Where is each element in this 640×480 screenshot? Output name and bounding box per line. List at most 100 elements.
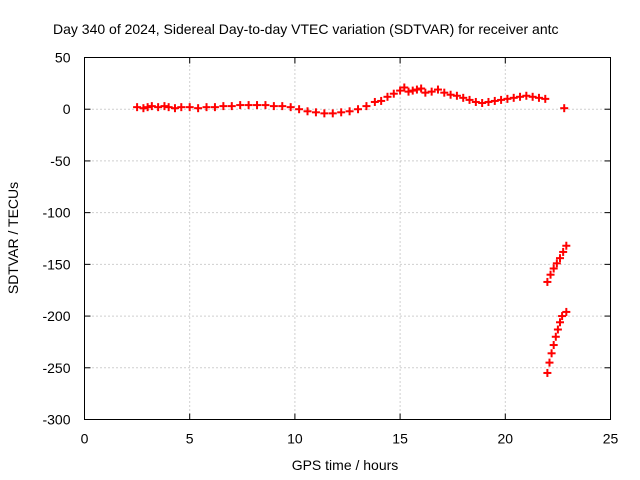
data-point — [295, 105, 304, 114]
data-point — [311, 108, 320, 117]
data-point — [534, 93, 543, 102]
data-point — [202, 103, 211, 112]
data-point — [345, 107, 354, 116]
data-point — [143, 103, 152, 112]
y-tick-label: -50 — [50, 153, 70, 169]
data-point — [484, 97, 493, 106]
data-point — [244, 101, 253, 110]
data-point — [549, 264, 558, 273]
data-point — [446, 90, 455, 99]
data-point — [459, 93, 468, 102]
y-tick-label: 0 — [63, 101, 71, 117]
data-point — [522, 91, 531, 100]
data-point — [133, 103, 142, 112]
data-point — [543, 368, 552, 377]
y-tick-label: -100 — [42, 205, 70, 221]
data-points — [133, 83, 571, 377]
data-point — [562, 307, 571, 316]
data-point — [427, 87, 436, 96]
y-axis-label: SDTVAR / TECUs — [5, 182, 21, 294]
x-tick-label: 20 — [498, 431, 514, 447]
data-point — [440, 88, 449, 97]
data-point — [528, 92, 537, 101]
y-tick-label: 50 — [55, 50, 71, 66]
data-point — [177, 103, 186, 112]
data-point — [253, 101, 262, 110]
data-point — [227, 102, 236, 111]
data-point — [545, 358, 554, 367]
data-point — [541, 94, 550, 103]
data-point — [412, 85, 421, 94]
data-point — [503, 94, 512, 103]
tick-labels: 0 5 10 15 20 25 50 0 -50 -100 -150 -200 -250 -300 — [42, 50, 618, 447]
data-point — [509, 93, 518, 102]
x-tick-label: 10 — [287, 431, 303, 447]
data-point — [549, 341, 558, 350]
data-point — [362, 102, 371, 111]
data-point — [337, 108, 346, 117]
data-point — [210, 103, 219, 112]
y-tick-label: -250 — [42, 360, 70, 376]
data-point — [160, 102, 169, 111]
data-point — [139, 104, 148, 113]
y-tick-label: -300 — [42, 412, 70, 428]
data-point — [383, 92, 392, 101]
axis-ticks — [84, 57, 611, 420]
data-point — [400, 83, 409, 92]
data-point — [471, 97, 480, 106]
data-point — [354, 105, 363, 114]
chart-title: Day 340 of 2024, Sidereal Day-to-day VTE… — [53, 21, 559, 37]
data-point — [236, 101, 245, 110]
y-tick-label: -200 — [42, 308, 70, 324]
data-point — [164, 103, 173, 112]
data-point — [452, 91, 461, 100]
data-point — [552, 259, 561, 268]
data-point — [497, 95, 506, 104]
grid-lines — [84, 57, 611, 420]
data-point — [194, 104, 203, 113]
data-point — [370, 97, 379, 106]
data-point — [559, 247, 568, 256]
y-tick-label: -150 — [42, 256, 70, 272]
data-point — [389, 89, 398, 98]
data-point — [185, 103, 194, 112]
data-point — [303, 107, 312, 116]
data-point — [433, 85, 442, 94]
data-point — [154, 103, 163, 112]
data-point — [328, 109, 337, 118]
data-point — [408, 86, 417, 95]
data-point — [546, 270, 555, 279]
x-tick-label: 0 — [81, 431, 89, 447]
data-point — [404, 87, 413, 96]
data-point — [417, 84, 426, 93]
data-point — [377, 96, 386, 105]
x-tick-label: 5 — [186, 431, 194, 447]
data-point — [147, 102, 156, 111]
data-point — [543, 277, 552, 286]
plot-frame — [84, 57, 611, 420]
data-point — [170, 104, 179, 113]
data-point — [560, 104, 569, 113]
data-point — [558, 312, 567, 321]
data-point — [465, 95, 474, 104]
data-point — [286, 103, 295, 112]
x-tick-label: 15 — [392, 431, 408, 447]
data-point — [219, 102, 228, 111]
data-point — [556, 318, 565, 327]
data-point — [551, 332, 560, 341]
data-point — [396, 86, 405, 95]
data-point — [261, 101, 270, 110]
data-point — [553, 325, 562, 334]
data-point — [547, 349, 556, 358]
data-point — [556, 254, 565, 263]
x-tick-label: 25 — [603, 431, 619, 447]
data-point — [269, 102, 278, 111]
data-point — [516, 92, 525, 101]
data-point — [278, 102, 287, 111]
data-point — [562, 241, 571, 250]
data-point — [320, 109, 329, 118]
data-point — [421, 88, 430, 97]
x-axis-label: GPS time / hours — [292, 457, 399, 473]
data-point — [478, 99, 487, 108]
